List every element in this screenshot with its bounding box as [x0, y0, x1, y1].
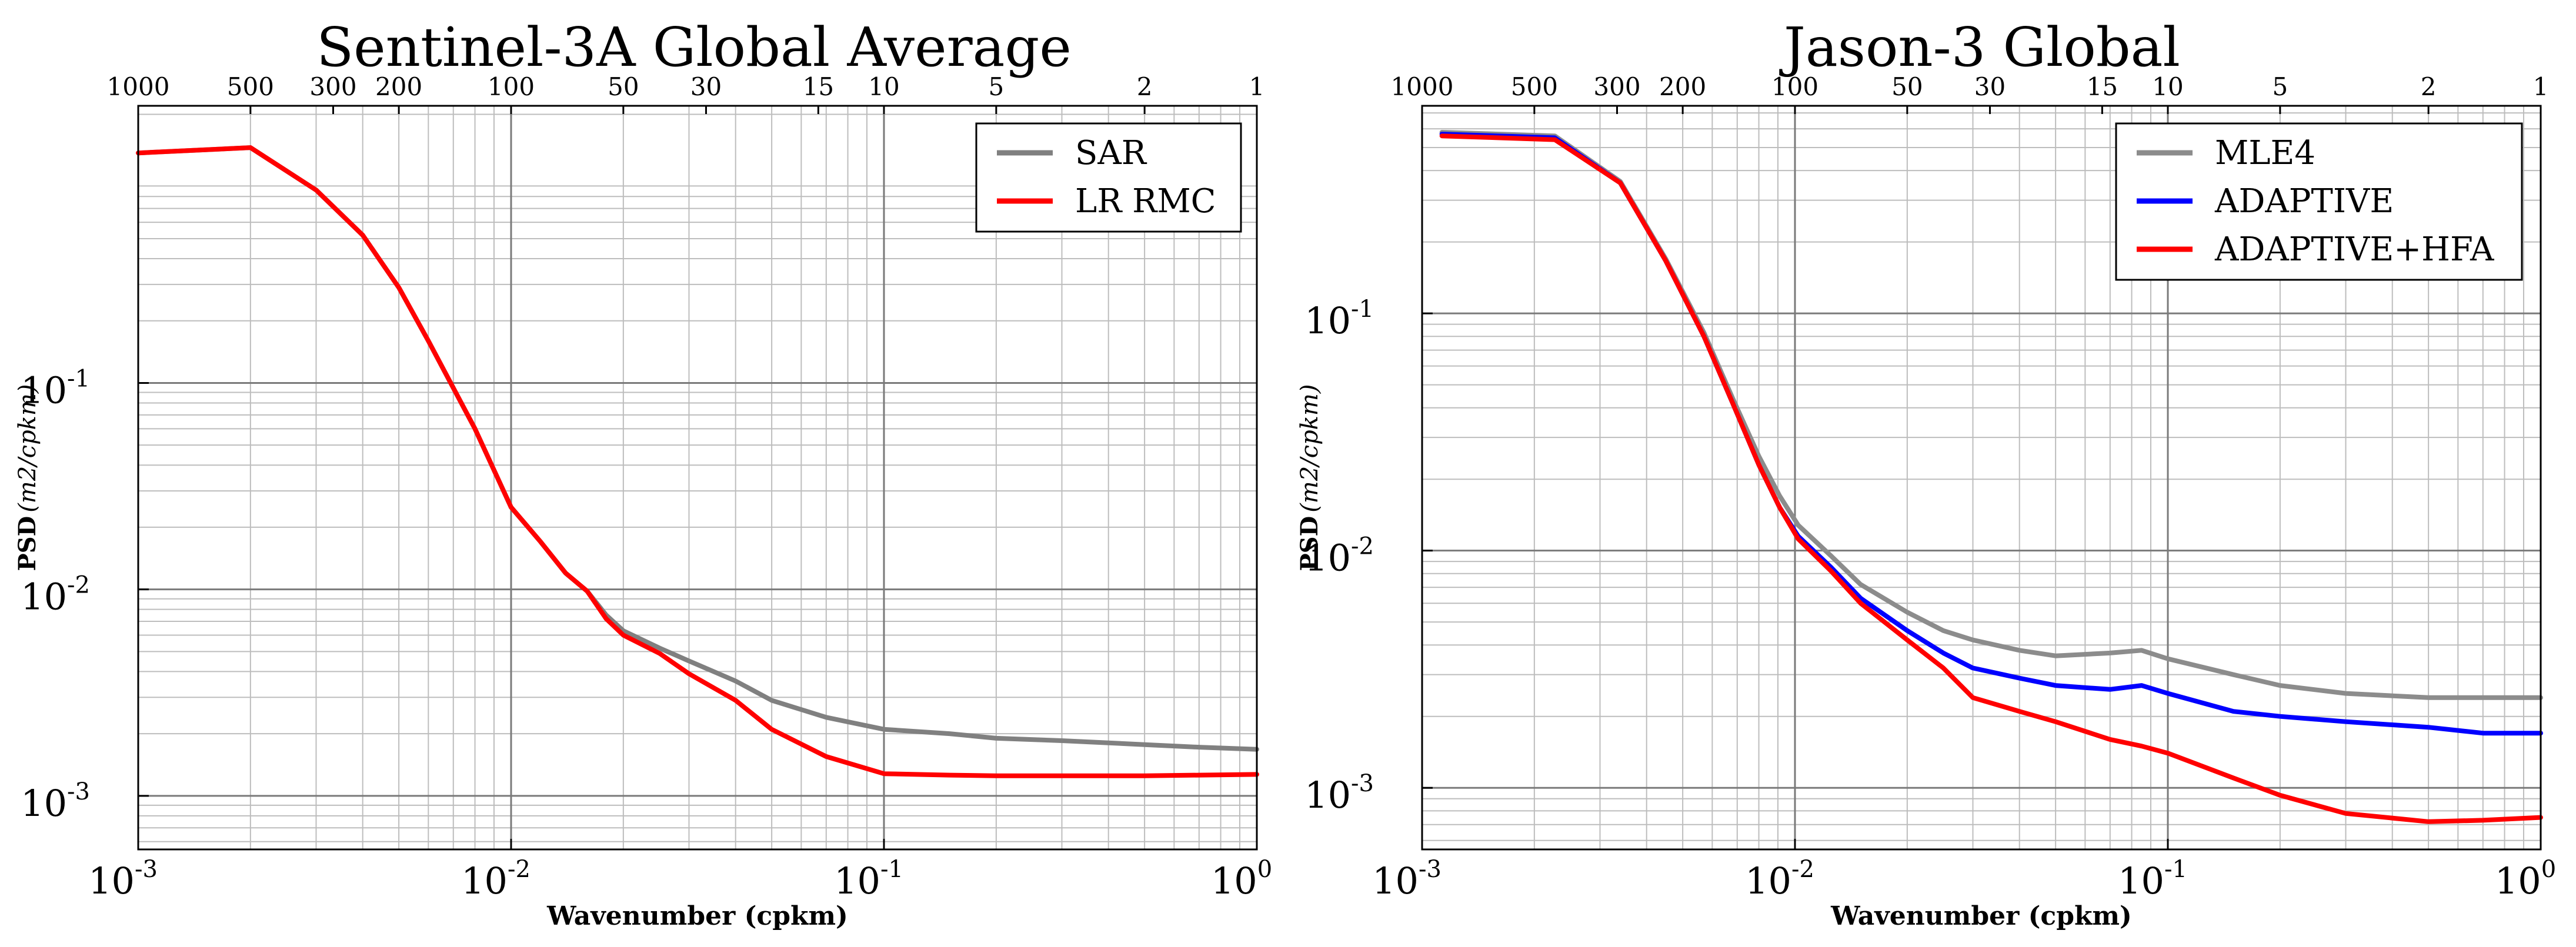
x-tick-exponent: -2 [508, 856, 530, 883]
y-tick-label: 10-2 [21, 572, 90, 618]
top-tick-label: 5 [988, 72, 1004, 101]
top-tick-label: 200 [375, 72, 422, 101]
top-tick-label: 500 [227, 72, 274, 101]
top-tick-label: 15 [2087, 72, 2118, 101]
legend: SAR LR RMC [975, 122, 1242, 233]
chart-title: Jason-3 Global [1779, 16, 2180, 79]
y-axis-label-unit: (m2/cpkm) [14, 384, 41, 513]
x-tick-exponent: -1 [880, 856, 903, 883]
top-tick-label: 30 [690, 72, 722, 101]
top-tick-label: 500 [1511, 72, 1558, 101]
plot-frame [137, 105, 1258, 851]
y-axis-label-unit: (m2/cpkm) [1296, 384, 1323, 513]
top-tick-label: 30 [1974, 72, 2006, 101]
top-tick-label: 100 [488, 72, 535, 101]
series-line-lr-rmc [136, 145, 1259, 778]
legend-label: MLE4 [2215, 134, 2315, 172]
x-tick-exponent: -1 [2164, 856, 2187, 883]
series-group [1439, 130, 2543, 824]
top-tick-label: 2 [2421, 72, 2437, 101]
x-tick-exponent: -3 [135, 856, 158, 883]
x-tick-exponent: -3 [1419, 856, 1442, 883]
x-tick-exponent: 0 [2541, 856, 2556, 883]
y-axis-label: PSD (m2/cpkm) [1296, 384, 1323, 571]
legend-label: LR RMC [1075, 182, 1216, 220]
y-tick-exponent: -2 [1351, 533, 1374, 560]
legend: MLE4 ADAPTIVE ADAPTIVE+HFA [2115, 122, 2523, 281]
y-tick-exponent: -3 [67, 778, 90, 805]
x-axis-label: Wavenumber (cpkm) [1830, 901, 2132, 931]
y-axis-label: PSD (m2/cpkm) [14, 384, 41, 571]
x-tick-exponent: -2 [1791, 856, 1814, 883]
plot-frame [1421, 105, 2542, 851]
y-axis-label-bold: PSD [14, 516, 41, 571]
top-tick-label: 1 [2533, 72, 2549, 101]
top-tick-label: 15 [803, 72, 834, 101]
y-tick-exponent: -1 [1351, 296, 1374, 323]
x-tick-exponent: 0 [1257, 856, 1272, 883]
legend-label: ADAPTIVE [2214, 182, 2394, 220]
top-tick-label: 300 [1593, 72, 1640, 101]
top-tick-label: 1 [1249, 72, 1265, 101]
series-group [136, 145, 1259, 778]
top-tick-label: 1000 [107, 72, 170, 101]
y-tick-exponent: -3 [1351, 770, 1374, 797]
legend-label: ADAPTIVE+HFA [2214, 230, 2494, 269]
x-axis-label: Wavenumber (cpkm) [546, 901, 848, 931]
top-tick-label: 50 [1891, 72, 1923, 101]
top-tick-label: 1000 [1391, 72, 1454, 101]
series-line-adaptive-hfa [1439, 133, 2543, 824]
top-tick-label: 50 [608, 72, 639, 101]
top-tick-label: 100 [1771, 72, 1818, 101]
top-tick-label: 10 [868, 72, 899, 101]
grid [137, 106, 1258, 849]
top-tick-label: 300 [309, 72, 356, 101]
legend-label: SAR [1075, 134, 1147, 172]
top-tick-label: 5 [2272, 72, 2288, 101]
chart-title: Sentinel-3A Global Average [316, 16, 1072, 79]
y-tick-exponent: -1 [67, 365, 90, 392]
top-tick-label: 2 [1137, 72, 1153, 101]
top-tick-label: 10 [2152, 72, 2183, 101]
y-tick-exponent: -2 [67, 572, 90, 599]
top-tick-label: 200 [1659, 72, 1706, 101]
y-axis-label-bold: PSD [1296, 516, 1323, 571]
legend-frame [975, 122, 1242, 233]
